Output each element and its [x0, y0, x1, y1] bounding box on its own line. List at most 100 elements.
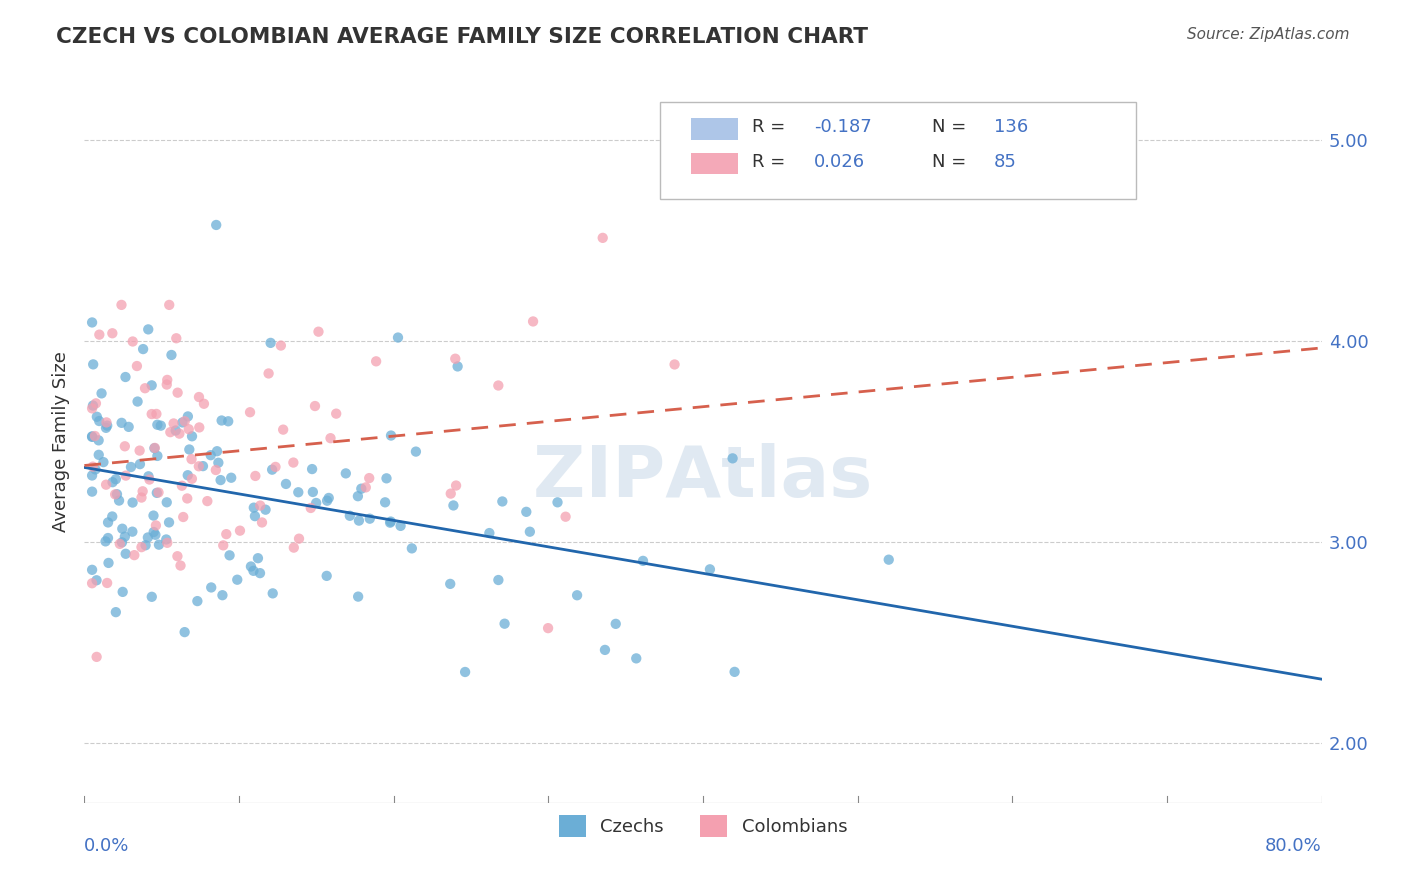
Colombians: [212, 538, 235, 552]
Czechs: [142, 524, 165, 539]
Text: Source: ZipAtlas.com: Source: ZipAtlas.com: [1187, 27, 1350, 42]
Czechs: [108, 493, 131, 508]
Colombians: [176, 491, 198, 506]
Colombians: [554, 509, 576, 524]
Colombians: [177, 422, 200, 436]
Czechs: [177, 468, 200, 483]
Czechs: [96, 418, 118, 433]
Colombians: [270, 338, 292, 352]
Colombians: [257, 367, 280, 381]
Czechs: [114, 370, 136, 384]
Colombians: [131, 484, 153, 499]
Czechs: [374, 495, 396, 509]
Colombians: [283, 456, 305, 470]
Czechs: [446, 359, 468, 374]
Colombians: [180, 452, 202, 467]
Colombians: [354, 480, 377, 494]
Colombians: [131, 540, 153, 554]
Colombians: [114, 468, 136, 483]
Czechs: [94, 534, 117, 549]
Czechs: [375, 471, 398, 485]
Text: R =: R =: [752, 119, 792, 136]
Colombians: [125, 359, 148, 373]
Czechs: [491, 494, 513, 508]
Czechs: [318, 491, 340, 505]
Czechs: [82, 315, 104, 329]
Czechs: [90, 386, 112, 401]
Colombians: [101, 326, 124, 341]
Czechs: [217, 414, 239, 428]
Czechs: [82, 429, 104, 443]
Colombians: [104, 487, 127, 501]
Colombians: [162, 417, 184, 431]
Colombians: [143, 441, 166, 455]
Czechs: [82, 468, 104, 483]
Colombians: [264, 459, 287, 474]
Czechs: [155, 533, 177, 547]
Czechs: [86, 574, 108, 588]
Czechs: [301, 462, 323, 476]
Czechs: [172, 416, 194, 430]
Colombians: [205, 463, 228, 477]
Czechs: [82, 430, 104, 444]
Czechs: [205, 444, 228, 458]
Colombians: [283, 541, 305, 555]
Czechs: [146, 449, 169, 463]
Colombians: [308, 325, 330, 339]
Czechs: [441, 499, 464, 513]
Czechs: [173, 625, 195, 640]
Czechs: [347, 590, 370, 604]
Colombians: [82, 459, 104, 474]
Colombians: [145, 407, 167, 421]
Czechs: [86, 409, 108, 424]
Czechs: [105, 487, 128, 501]
Colombians: [592, 231, 614, 245]
Colombians: [245, 469, 267, 483]
Czechs: [254, 502, 277, 516]
Czechs: [146, 486, 169, 500]
Colombians: [325, 407, 347, 421]
Czechs: [347, 489, 370, 503]
Colombians: [156, 373, 179, 387]
Czechs: [211, 588, 233, 602]
Czechs: [262, 586, 284, 600]
Colombians: [128, 443, 150, 458]
Text: CZECH VS COLOMBIAN AVERAGE FAMILY SIZE CORRELATION CHART: CZECH VS COLOMBIAN AVERAGE FAMILY SIZE C…: [56, 27, 869, 46]
Czechs: [165, 424, 187, 438]
Czechs: [249, 566, 271, 581]
Czechs: [877, 552, 900, 566]
Czechs: [87, 448, 110, 462]
Colombians: [664, 358, 686, 372]
Czechs: [287, 485, 309, 500]
Czechs: [305, 496, 328, 510]
Colombians: [537, 621, 560, 635]
Czechs: [186, 594, 208, 608]
Colombians: [166, 385, 188, 400]
Colombians: [84, 429, 107, 443]
Czechs: [136, 322, 159, 336]
Text: N =: N =: [932, 119, 972, 136]
Colombians: [486, 378, 509, 392]
Czechs: [389, 519, 412, 533]
Czechs: [135, 538, 157, 552]
Colombians: [157, 298, 180, 312]
Czechs: [218, 549, 240, 563]
Czechs: [114, 547, 136, 561]
Czechs: [111, 585, 134, 599]
Colombians: [304, 399, 326, 413]
Colombians: [169, 558, 191, 573]
Czechs: [82, 357, 104, 371]
Czechs: [111, 535, 134, 549]
Czechs: [387, 330, 409, 344]
Czechs: [302, 485, 325, 500]
Czechs: [87, 434, 110, 448]
Czechs: [191, 459, 214, 474]
Czechs: [157, 516, 180, 530]
Legend: Czechs, Colombians: Czechs, Colombians: [551, 808, 855, 845]
Czechs: [723, 665, 745, 679]
Czechs: [132, 342, 155, 356]
Colombians: [121, 334, 143, 349]
Colombians: [288, 532, 311, 546]
FancyBboxPatch shape: [659, 102, 1136, 200]
Text: 0.026: 0.026: [814, 153, 866, 171]
